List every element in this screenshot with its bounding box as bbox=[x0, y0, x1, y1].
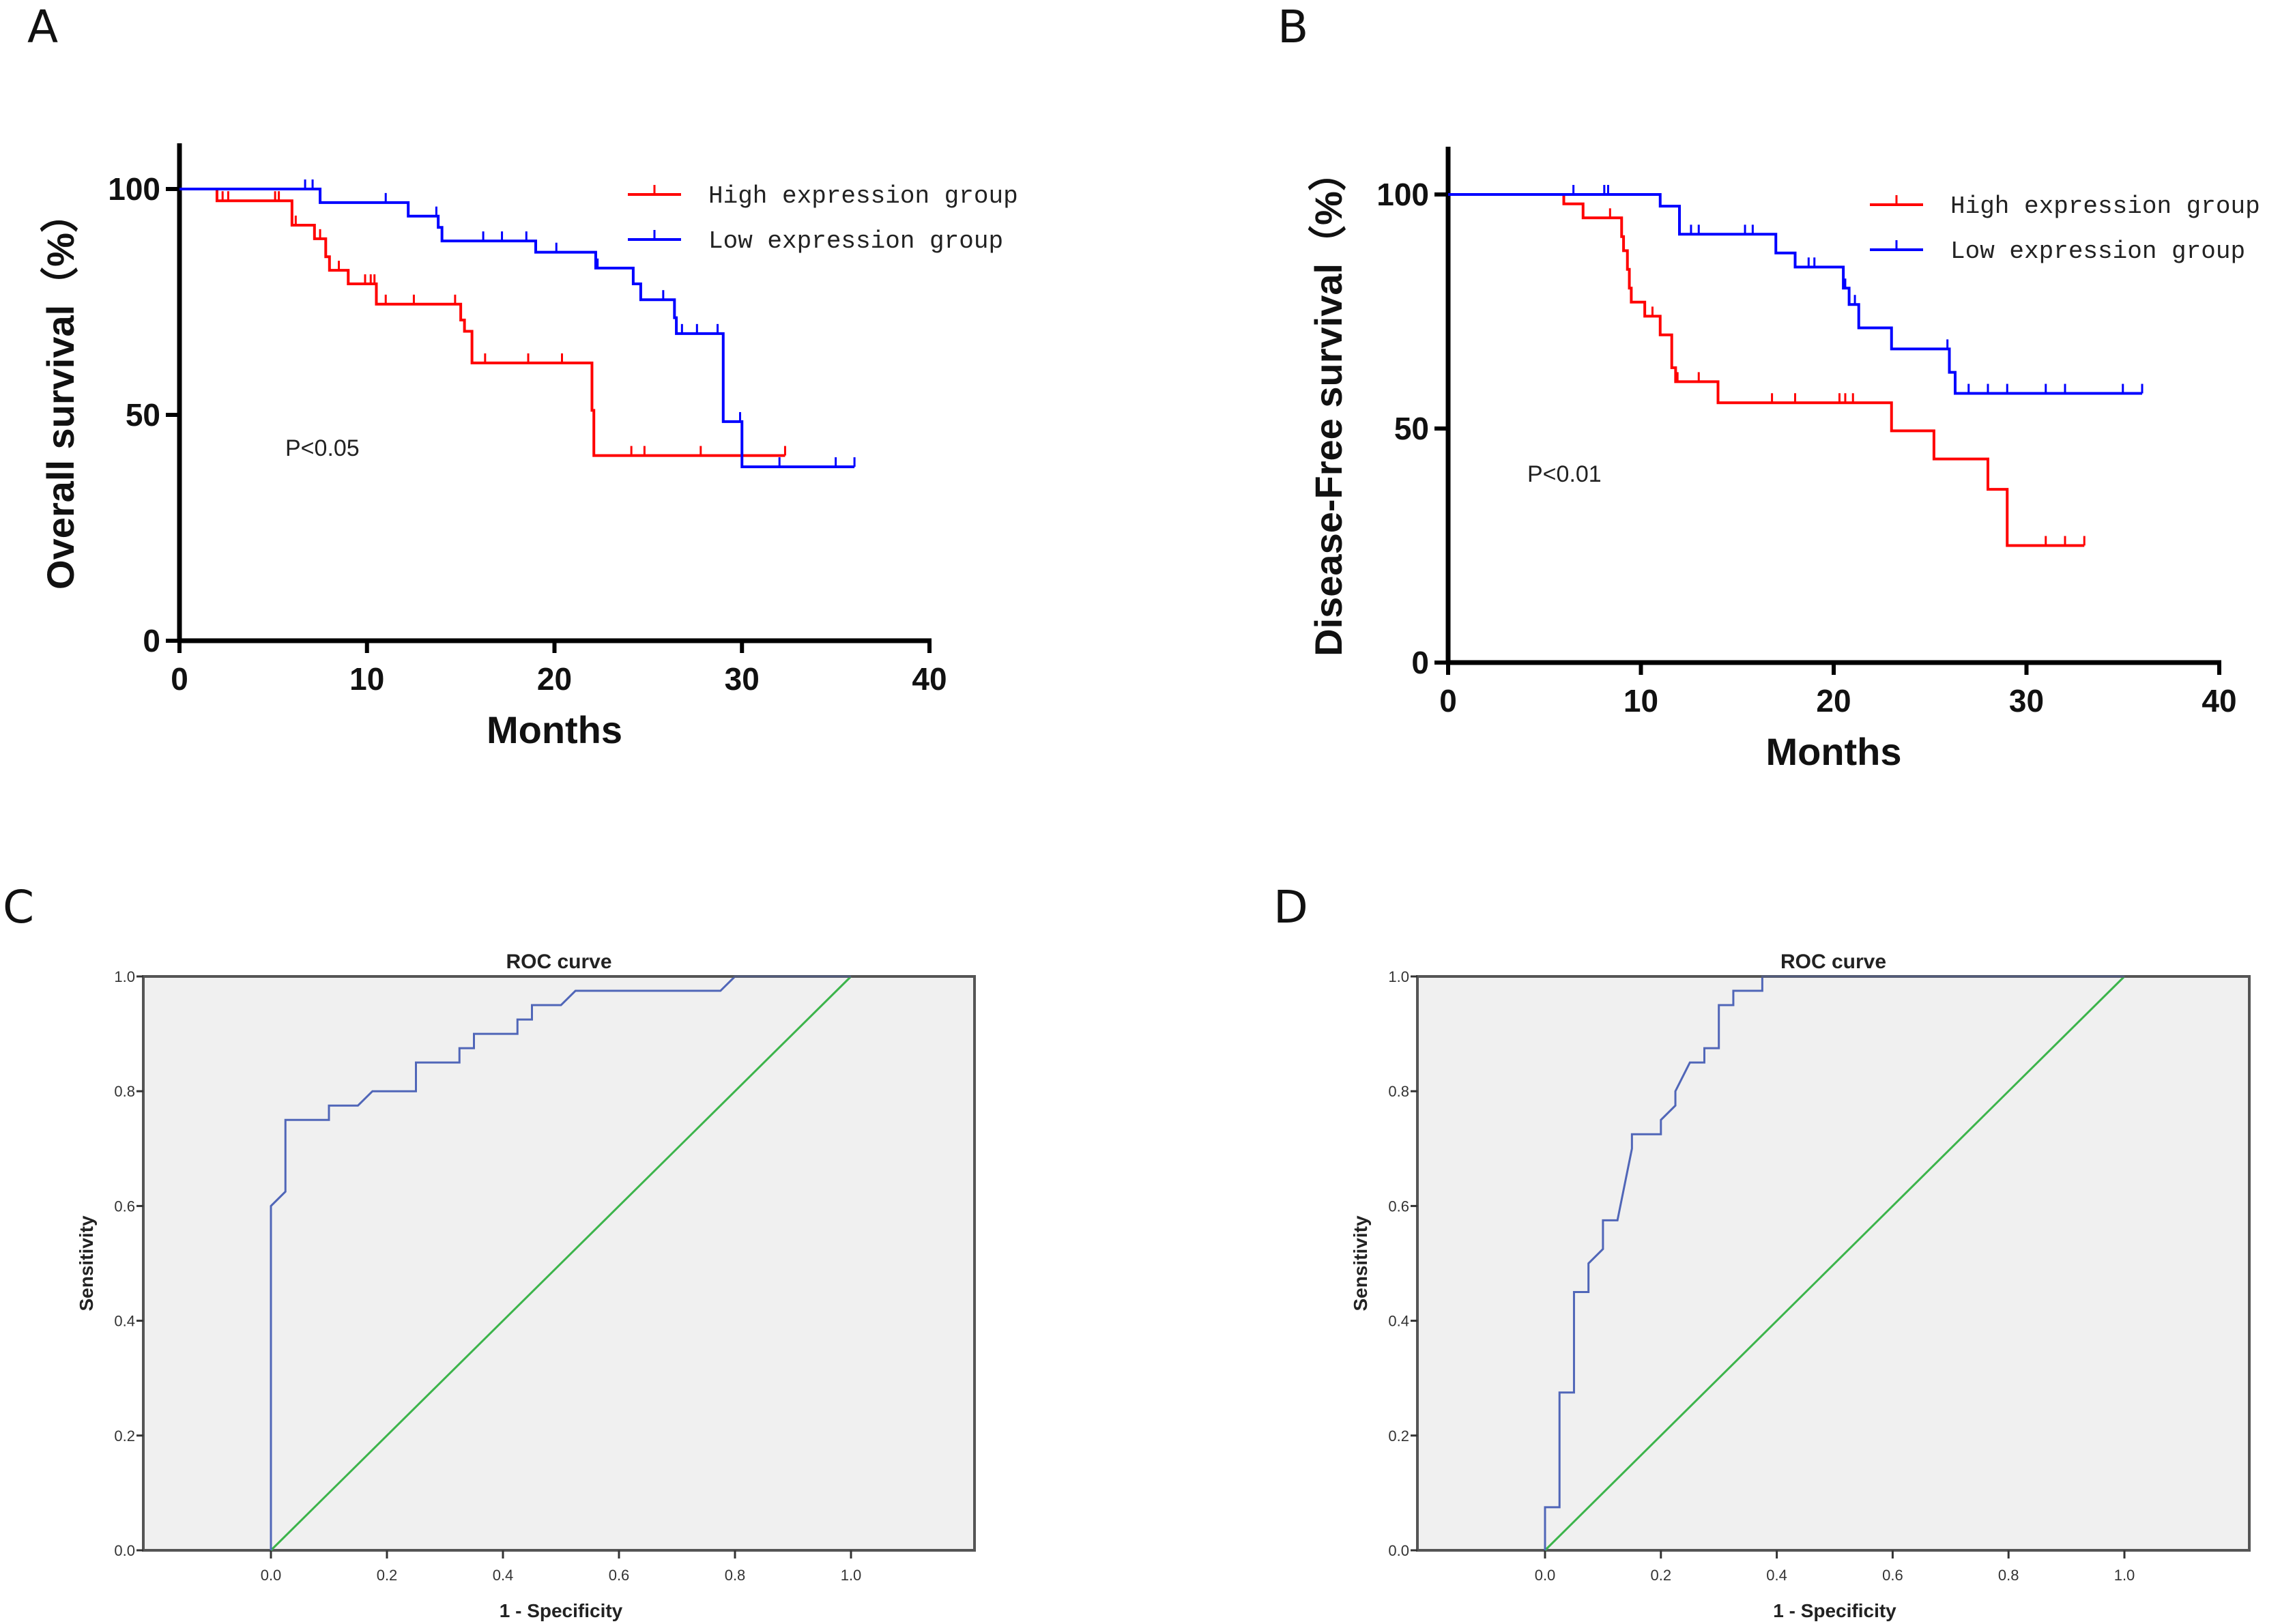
x-tick-label: 30 bbox=[725, 661, 760, 697]
y-tick-label: 0 bbox=[143, 623, 160, 658]
x-tick-label: 10 bbox=[349, 661, 384, 697]
roc-chart-c: ROC curve 0.0 0.2 0.4 0.6 0.8 1.0 0.0 0.2 0.4 0.6 0… bbox=[76, 951, 976, 1621]
x-tick-label: 0.6 bbox=[1882, 1567, 1903, 1584]
x-tick-label: 20 bbox=[1816, 683, 1851, 719]
p-value-annotation: P<0.05 bbox=[285, 435, 360, 461]
y-tick-label: 0.8 bbox=[1388, 1083, 1409, 1100]
x-tick-label: 0.2 bbox=[377, 1567, 398, 1584]
y-tick-label: 0.2 bbox=[1388, 1427, 1409, 1445]
x-tick-label: 0.8 bbox=[725, 1567, 746, 1584]
y-axis-title: Sensitivity bbox=[1350, 1215, 1371, 1311]
y-tick-label: 0 bbox=[1411, 645, 1429, 680]
y-tick-label: 100 bbox=[108, 171, 160, 207]
roc-curve-line bbox=[1544, 975, 2124, 1550]
y-axis-title: Overall survival（%） bbox=[39, 194, 82, 590]
x-tick-label: 0.0 bbox=[1535, 1567, 1556, 1584]
x-tick-label: 1.0 bbox=[841, 1567, 862, 1584]
panel-label-c: C bbox=[3, 881, 34, 933]
x-tick-label: 20 bbox=[537, 661, 572, 697]
legend-label: Low expression group bbox=[1950, 237, 2245, 265]
x-axis-title: 1 - Specificity bbox=[1773, 1600, 1896, 1621]
series-low-expression-group bbox=[179, 179, 856, 469]
series-low-expression-group bbox=[1448, 185, 2144, 395]
y-tick-label: 50 bbox=[126, 397, 160, 433]
x-tick-label: 1.0 bbox=[2114, 1567, 2135, 1584]
y-tick-label: 0.6 bbox=[1388, 1198, 1409, 1215]
panel-label-d: D bbox=[1273, 881, 1308, 933]
x-tick-label: 40 bbox=[912, 661, 947, 697]
series-high-expression-group bbox=[1448, 193, 2086, 547]
x-tick-label: 40 bbox=[2202, 683, 2236, 719]
legend-label: Low expression group bbox=[708, 227, 1003, 255]
x-axis-title: Months bbox=[487, 708, 622, 751]
x-tick-label: 0.4 bbox=[493, 1567, 514, 1584]
series-high-expression-group bbox=[179, 188, 786, 457]
y-tick-label: 100 bbox=[1376, 177, 1429, 212]
roc-curve-line bbox=[270, 975, 851, 1550]
km-chart-overall-survival: 0 10 20 30 40 0 50 100 Months Overall survival（%）… bbox=[39, 143, 1018, 751]
y-tick-label: 1.0 bbox=[1388, 968, 1409, 985]
panel-label-a: A bbox=[27, 1, 58, 53]
km-step-line bbox=[179, 188, 855, 469]
km-chart-disease-free-survival: 0 10 20 30 40 0 50 100 Months Disease-Free surviv… bbox=[1307, 147, 2260, 773]
x-tick-label: 0.6 bbox=[609, 1567, 630, 1584]
p-value-annotation: P<0.01 bbox=[1527, 461, 1602, 487]
x-axis-title: Months bbox=[1765, 730, 1901, 773]
km-step-line bbox=[179, 188, 785, 457]
y-tick-label: 0.4 bbox=[1388, 1313, 1409, 1330]
y-tick-label: 50 bbox=[1394, 411, 1429, 446]
x-axis-title: 1 - Specificity bbox=[500, 1600, 623, 1621]
y-tick-label: 0.0 bbox=[114, 1542, 135, 1559]
y-axis-title: Disease-Free survival（%） bbox=[1307, 153, 1350, 656]
chart-title: ROC curve bbox=[1780, 951, 1886, 973]
legend-label: High expression group bbox=[708, 182, 1018, 210]
plot-area bbox=[142, 975, 976, 1552]
y-tick-label: 0.8 bbox=[114, 1083, 135, 1100]
km-step-line bbox=[1448, 193, 2142, 395]
chart-title: ROC curve bbox=[506, 951, 611, 973]
y-tick-label: 0.2 bbox=[114, 1427, 135, 1445]
x-tick-label: 0.0 bbox=[261, 1567, 282, 1584]
x-tick-label: 10 bbox=[1624, 683, 1658, 719]
y-tick-label: 0.6 bbox=[114, 1198, 135, 1215]
x-tick-label: 0.2 bbox=[1651, 1567, 1672, 1584]
legend-label: High expression group bbox=[1950, 192, 2260, 220]
x-tick-label: 0.4 bbox=[1766, 1567, 1787, 1584]
roc-chart-d: ROC curve 0.0 0.2 0.4 0.6 0.8 1.0 0.0 0.2 0.4 0.6 0… bbox=[1350, 951, 2251, 1621]
y-tick-label: 1.0 bbox=[114, 968, 135, 985]
reference-diagonal-line bbox=[1544, 975, 2126, 1552]
panel-label-b: B bbox=[1278, 1, 1308, 53]
x-tick-label: 0.8 bbox=[1998, 1567, 2019, 1584]
x-tick-label: 0 bbox=[171, 661, 188, 697]
y-axis-title: Sensitivity bbox=[76, 1215, 97, 1311]
reference-diagonal-line bbox=[270, 975, 852, 1552]
y-tick-label: 0.0 bbox=[1388, 1542, 1409, 1559]
x-tick-label: 0 bbox=[1439, 683, 1457, 719]
y-tick-label: 0.4 bbox=[114, 1313, 135, 1330]
x-tick-label: 30 bbox=[2009, 683, 2044, 719]
